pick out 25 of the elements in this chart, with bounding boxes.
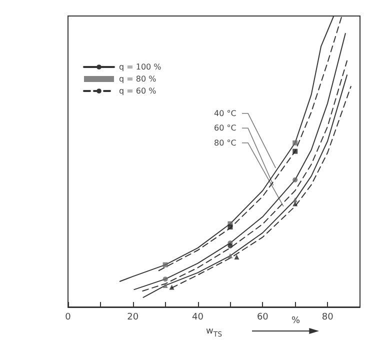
point	[292, 148, 298, 154]
text: %	[291, 316, 300, 326]
point	[292, 201, 298, 206]
point	[169, 284, 174, 290]
legend-label: q = 60 %	[119, 86, 157, 96]
point	[292, 177, 298, 182]
point	[292, 197, 298, 202]
point	[162, 276, 168, 282]
point	[228, 243, 233, 248]
point	[228, 253, 233, 258]
x-tick-label: 20	[127, 312, 139, 322]
x-tick-label: 0	[65, 312, 72, 322]
point	[292, 140, 298, 146]
x-tick-label: 80	[322, 312, 334, 322]
legend-label: q = 100 %	[119, 62, 162, 72]
annotation: 40 °C	[214, 108, 237, 118]
annotation: 80 °C	[214, 138, 237, 148]
point	[162, 282, 168, 288]
point	[162, 262, 168, 268]
point	[234, 254, 240, 260]
legend-label: q = 80 %	[119, 74, 157, 84]
x-tick-label: 40	[192, 312, 204, 322]
point	[228, 224, 233, 230]
annotation: 60 °C	[214, 124, 237, 133]
x-tick-label: 60	[256, 312, 269, 322]
